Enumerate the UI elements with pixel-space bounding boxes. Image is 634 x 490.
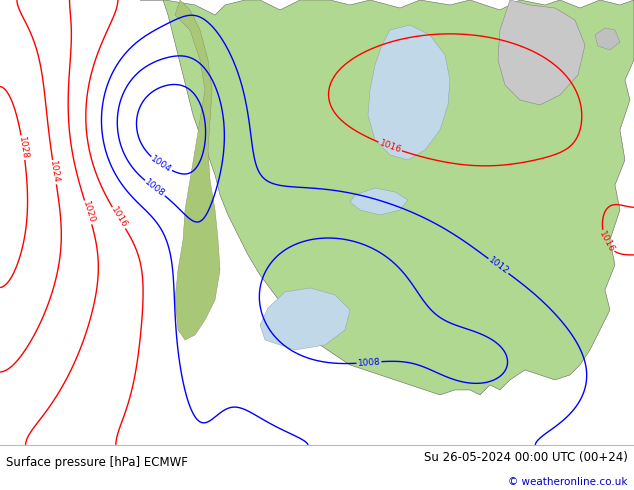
- Text: 1020: 1020: [81, 200, 96, 224]
- Polygon shape: [350, 188, 408, 215]
- Text: 1008: 1008: [143, 177, 167, 199]
- Text: 1028: 1028: [17, 136, 29, 160]
- Polygon shape: [175, 0, 220, 340]
- Text: 1004: 1004: [149, 154, 173, 174]
- Polygon shape: [595, 28, 620, 50]
- Text: 1008: 1008: [357, 357, 380, 368]
- Text: 1012: 1012: [486, 256, 510, 276]
- Polygon shape: [498, 0, 585, 105]
- Text: Surface pressure [hPa] ECMWF: Surface pressure [hPa] ECMWF: [6, 456, 188, 468]
- Text: 1016: 1016: [378, 139, 403, 155]
- Polygon shape: [140, 0, 634, 395]
- Polygon shape: [260, 288, 350, 350]
- Text: Su 26-05-2024 00:00 UTC (00+24): Su 26-05-2024 00:00 UTC (00+24): [424, 451, 628, 464]
- Text: 1024: 1024: [48, 160, 61, 184]
- Text: 1016: 1016: [109, 206, 129, 230]
- Text: © weatheronline.co.uk: © weatheronline.co.uk: [508, 477, 628, 487]
- Polygon shape: [368, 25, 450, 160]
- Text: 1016: 1016: [597, 229, 616, 254]
